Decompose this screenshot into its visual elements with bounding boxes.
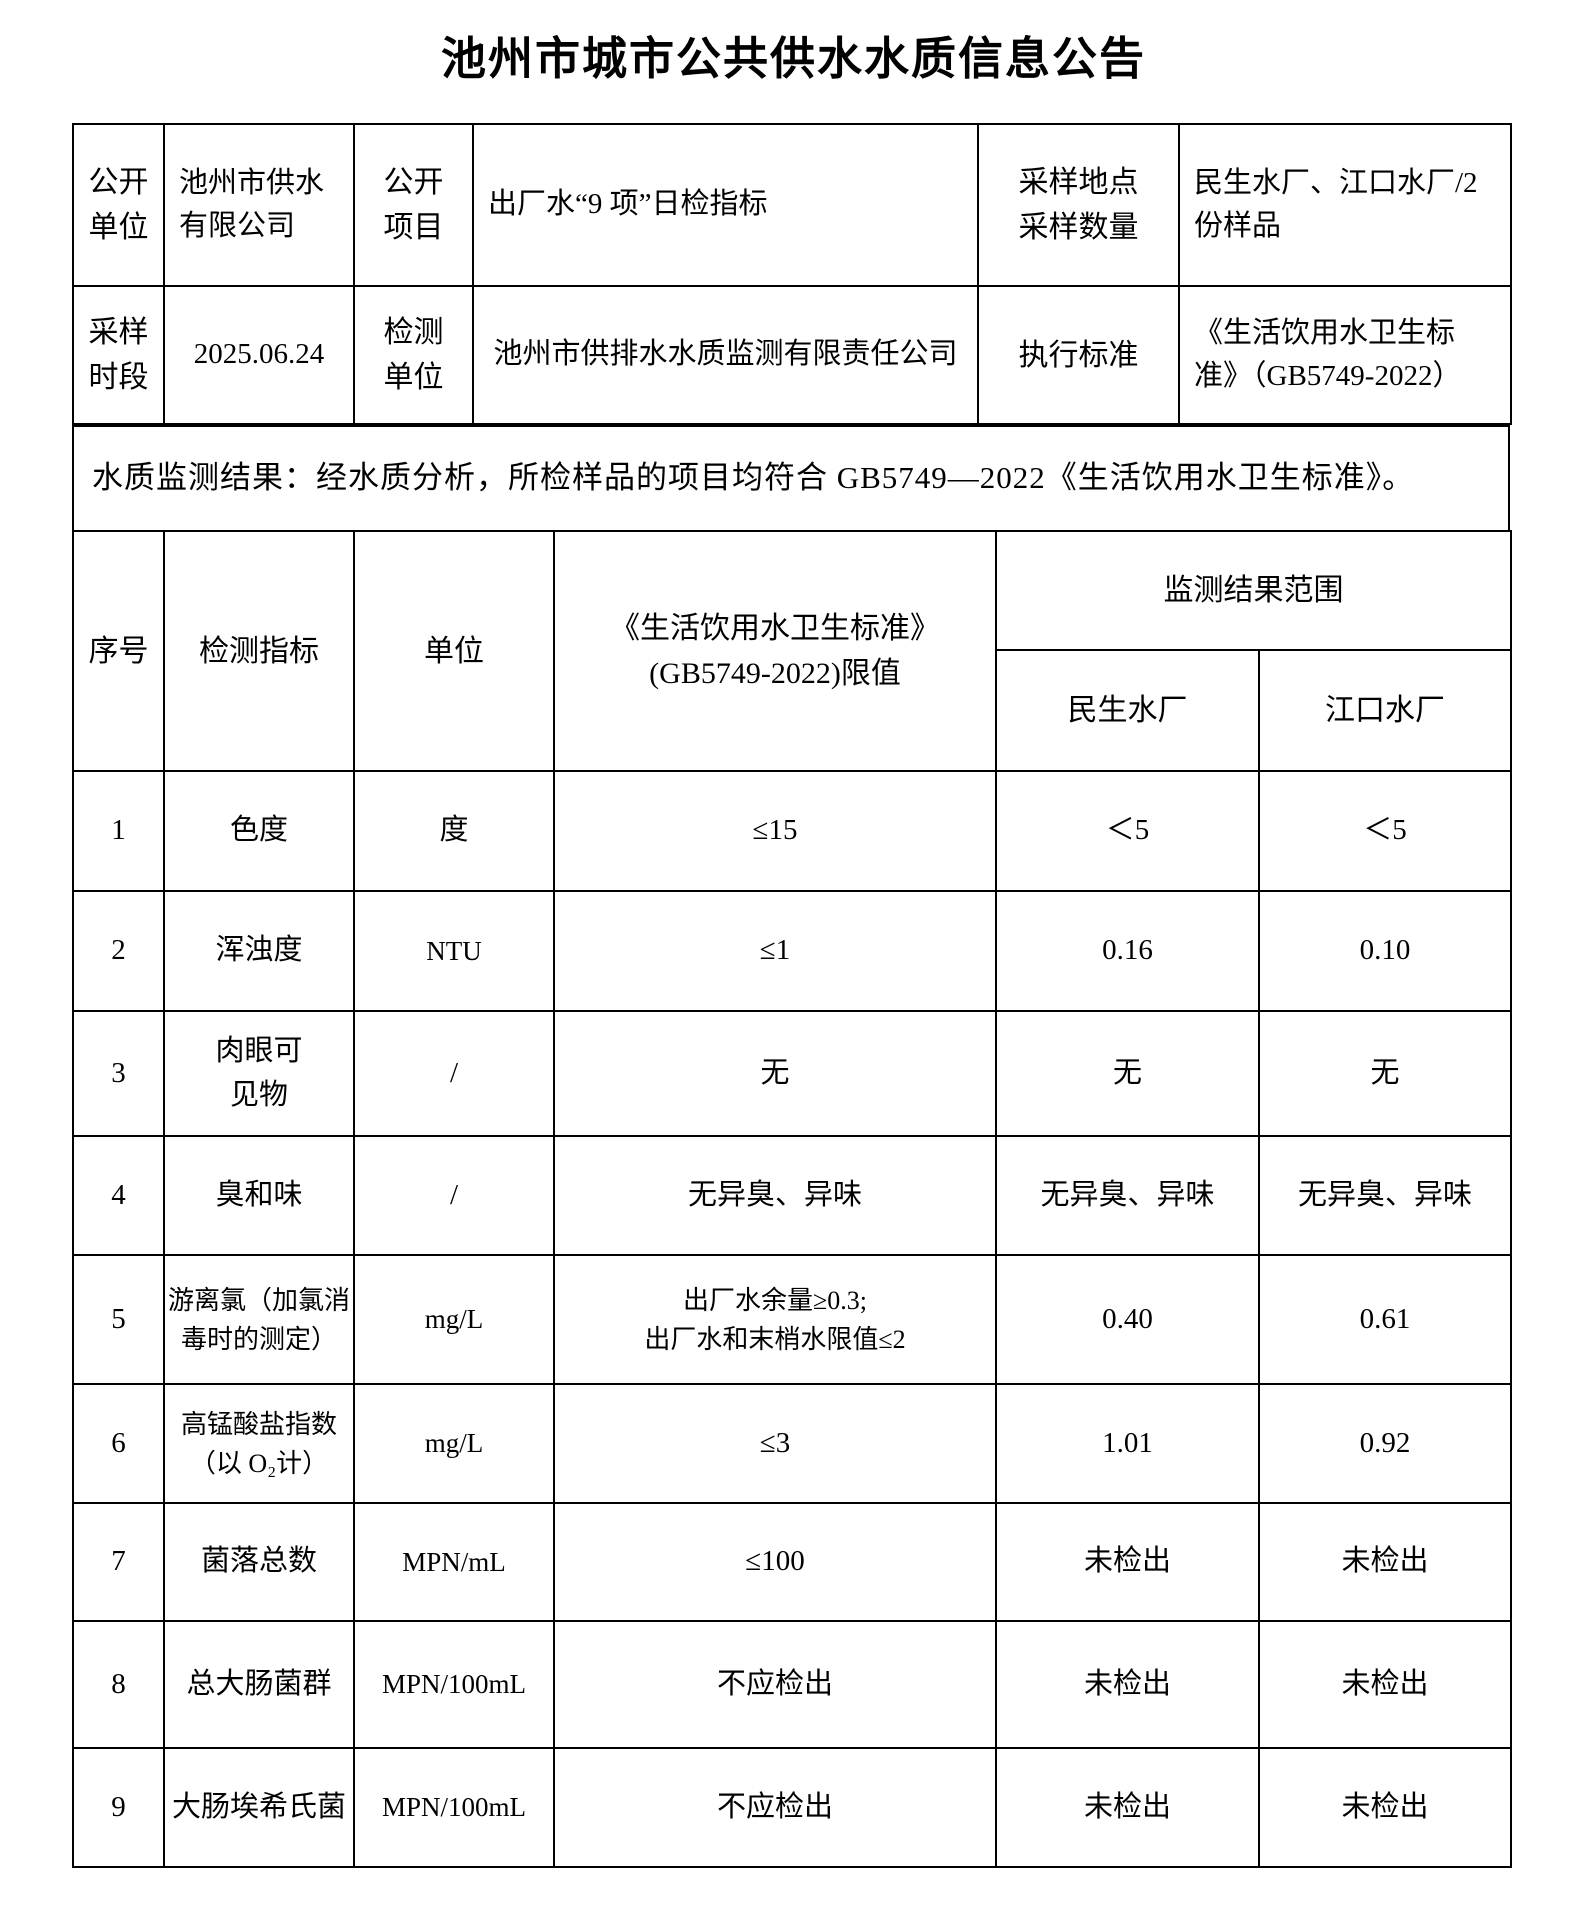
cell-no: 4 — [72, 1135, 165, 1256]
info-label-sampling-period: 采样 时段 — [72, 285, 165, 425]
cell-indicator: 大肠埃希氏菌 — [163, 1747, 355, 1868]
table-row: 2 浑浊度 NTU ≤1 0.16 0.10 — [72, 890, 1512, 1012]
info-value-testing-unit: 池州市供排水水质监测有限责任公司 — [472, 285, 979, 425]
column-header-limit: 《生活饮用水卫生标准》 (GB5749-2022)限值 — [553, 530, 997, 772]
cell-minsheng: 未检出 — [995, 1620, 1260, 1749]
table-row: 1 色度 度 ≤15 ＜5 ＜5 — [72, 770, 1512, 892]
note-table: 水质监测结果：经水质分析，所检样品的项目均符合 GB5749—2022《生活饮用… — [72, 425, 1510, 532]
cell-no: 9 — [72, 1747, 165, 1868]
cell-no: 6 — [72, 1383, 165, 1504]
cell-unit: MPN/100mL — [353, 1620, 555, 1749]
page-title: 池州市城市公共供水水质信息公告 — [440, 33, 1146, 84]
results-table: 序号 检测指标 单位 《生活饮用水卫生标准》 (GB5749-2022)限值 监… — [72, 530, 1512, 1868]
cell-jiangkou: 0.61 — [1258, 1254, 1512, 1385]
cell-minsheng: 0.40 — [995, 1254, 1260, 1385]
cell-jiangkou: 无 — [1258, 1010, 1512, 1137]
cell-no: 2 — [72, 890, 165, 1012]
cell-indicator: 臭和味 — [163, 1135, 355, 1256]
cell-minsheng: 无异臭、异味 — [995, 1135, 1260, 1256]
cell-no: 7 — [72, 1502, 165, 1622]
cell-jiangkou: 未检出 — [1258, 1502, 1512, 1622]
note-row: 水质监测结果：经水质分析，所检样品的项目均符合 GB5749—2022《生活饮用… — [72, 425, 1510, 532]
column-header-no: 序号 — [72, 530, 165, 772]
cell-limit: 不应检出 — [553, 1747, 997, 1868]
cell-indicator: 浑浊度 — [163, 890, 355, 1012]
monitoring-result-note: 水质监测结果：经水质分析，所检样品的项目均符合 GB5749—2022《生活饮用… — [72, 425, 1510, 532]
cell-limit: 不应检出 — [553, 1620, 997, 1749]
column-header-jiangkou-plant: 江口水厂 — [1258, 649, 1512, 772]
cell-unit: mg/L — [353, 1254, 555, 1385]
info-label-testing-unit: 检测 单位 — [353, 285, 474, 425]
cell-indicator: 色度 — [163, 770, 355, 892]
info-value-public-item: 出厂水“9 项”日检指标 — [472, 123, 979, 287]
table-row: 5 游离氯（加氯消 毒时的测定） mg/L 出厂水余量≥0.3; 出厂水和末梢水… — [72, 1254, 1512, 1385]
cell-unit: / — [353, 1010, 555, 1137]
table-row: 4 臭和味 / 无异臭、异味 无异臭、异味 无异臭、异味 — [72, 1135, 1512, 1256]
table-row: 7 菌落总数 MPN/mL ≤100 未检出 未检出 — [72, 1502, 1512, 1622]
info-label-public-item: 公开 项目 — [353, 123, 474, 287]
cell-unit: MPN/100mL — [353, 1747, 555, 1868]
info-row: 采样 时段 2025.06.24 检测 单位 池州市供排水水质监测有限责任公司 … — [72, 285, 1512, 425]
info-value-standard: 《生活饮用水卫生标 准》（GB5749-2022） — [1178, 285, 1512, 425]
cell-minsheng: 无 — [995, 1010, 1260, 1137]
cell-unit: NTU — [353, 890, 555, 1012]
column-header-unit: 单位 — [353, 530, 555, 772]
cell-minsheng: 未检出 — [995, 1502, 1260, 1622]
info-label-public-unit: 公开 单位 — [72, 123, 165, 287]
cell-indicator: 总大肠菌群 — [163, 1620, 355, 1749]
table-row: 3 肉眼可 见物 / 无 无 无 — [72, 1010, 1512, 1137]
header-row: 序号 检测指标 单位 《生活饮用水卫生标准》 (GB5749-2022)限值 监… — [72, 530, 1512, 772]
info-value-sampling-period: 2025.06.24 — [163, 285, 355, 425]
cell-unit: / — [353, 1135, 555, 1256]
table-row: 8 总大肠菌群 MPN/100mL 不应检出 未检出 未检出 — [72, 1620, 1512, 1749]
cell-jiangkou: 0.92 — [1258, 1383, 1512, 1504]
column-header-result-range: 监测结果范围 — [995, 530, 1512, 651]
cell-unit: MPN/mL — [353, 1502, 555, 1622]
info-label-sampling-site: 采样地点 采样数量 — [977, 123, 1180, 287]
cell-minsheng: 未检出 — [995, 1747, 1260, 1868]
table-row: 9 大肠埃希氏菌 MPN/100mL 不应检出 未检出 未检出 — [72, 1747, 1512, 1868]
cell-jiangkou: 未检出 — [1258, 1747, 1512, 1868]
cell-indicator: 菌落总数 — [163, 1502, 355, 1622]
column-header-minsheng-plant: 民生水厂 — [995, 649, 1260, 772]
cell-no: 8 — [72, 1620, 165, 1749]
cell-minsheng: 0.16 — [995, 890, 1260, 1012]
cell-limit: ≤1 — [553, 890, 997, 1012]
cell-unit: mg/L — [353, 1383, 555, 1504]
cell-jiangkou: 未检出 — [1258, 1620, 1512, 1749]
cell-unit: 度 — [353, 770, 555, 892]
cell-limit: ≤15 — [553, 770, 997, 892]
header-row: 民生水厂 江口水厂 — [73, 649, 1512, 772]
table-row: 6 高锰酸盐指数 （以 O₂计） mg/L ≤3 1.01 0.92 — [72, 1383, 1512, 1504]
cell-no: 3 — [72, 1010, 165, 1137]
cell-indicator: 高锰酸盐指数 （以 O₂计） — [163, 1383, 355, 1504]
cell-limit: 无异臭、异味 — [553, 1135, 997, 1256]
cell-no: 1 — [72, 770, 165, 892]
info-value-sampling-site: 民生水厂、江口水厂/2 份样品 — [1178, 123, 1512, 287]
cell-minsheng: ＜5 — [995, 770, 1260, 892]
cell-no: 5 — [72, 1254, 165, 1385]
cell-limit: 出厂水余量≥0.3; 出厂水和末梢水限值≤2 — [553, 1254, 997, 1385]
cell-minsheng: 1.01 — [995, 1383, 1260, 1504]
cell-indicator: 肉眼可 见物 — [163, 1010, 355, 1137]
info-table: 公开 单位 池州市供水 有限公司 公开 项目 出厂水“9 项”日检指标 采样地点… — [72, 123, 1512, 425]
column-header-indicator: 检测指标 — [163, 530, 355, 772]
info-value-public-unit: 池州市供水 有限公司 — [163, 123, 355, 287]
info-label-standard: 执行标准 — [977, 285, 1180, 425]
cell-jiangkou: 0.10 — [1258, 890, 1512, 1012]
info-row: 公开 单位 池州市供水 有限公司 公开 项目 出厂水“9 项”日检指标 采样地点… — [72, 123, 1512, 287]
cell-indicator: 游离氯（加氯消 毒时的测定） — [163, 1254, 355, 1385]
cell-jiangkou: 无异臭、异味 — [1258, 1135, 1512, 1256]
cell-limit: ≤100 — [553, 1502, 997, 1622]
cell-limit: ≤3 — [553, 1383, 997, 1504]
cell-limit: 无 — [553, 1010, 997, 1137]
cell-jiangkou: ＜5 — [1258, 770, 1512, 892]
